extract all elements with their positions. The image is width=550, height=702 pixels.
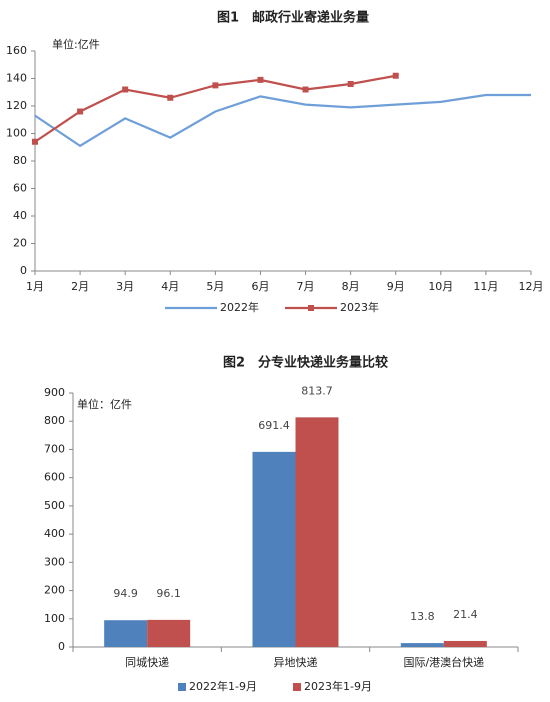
y-tick-label: 100 <box>6 127 27 140</box>
point <box>302 86 309 93</box>
value-label: 813.7 <box>301 384 333 397</box>
x-tick-label: 3月 <box>116 280 134 293</box>
point <box>32 138 38 145</box>
x-tick-label: 6月 <box>251 280 269 293</box>
bar <box>147 619 191 647</box>
y-tick-label: 500 <box>44 499 65 512</box>
chart-title: 图1 邮政行业寄递业务量 <box>217 10 369 26</box>
point <box>167 94 174 101</box>
point <box>77 108 84 115</box>
line-series <box>34 93 531 148</box>
value-label: 13.8 <box>410 610 435 623</box>
bar <box>443 640 487 647</box>
chart-title: 图2 分专业快递业务量比较 <box>223 355 388 371</box>
y-tick-label: 80 <box>13 154 27 167</box>
legend-swatch <box>178 683 186 691</box>
value-label: 691.4 <box>258 419 290 432</box>
legend-label: 2022年 <box>220 300 259 314</box>
x-tick-label: 12月 <box>519 280 544 293</box>
x-tick-label: 国际/港澳台快递 <box>403 655 484 669</box>
x-tick-label: 2月 <box>71 280 89 293</box>
y-tick-label: 900 <box>44 386 65 399</box>
value-label: 94.9 <box>113 587 138 600</box>
y-tick-label: 0 <box>20 264 27 277</box>
x-tick-label: 5月 <box>206 280 224 293</box>
point <box>122 86 129 93</box>
legend-label: 2022年1-9月 <box>189 679 257 693</box>
x-tick-label: 8月 <box>342 280 360 293</box>
x-tick-label: 9月 <box>387 280 405 293</box>
y-tick-label: 100 <box>44 612 65 625</box>
bar <box>252 451 296 647</box>
y-tick-label: 140 <box>6 72 27 85</box>
y-tick-label: 800 <box>44 414 65 427</box>
x-tick-label: 4月 <box>161 280 179 293</box>
legend-marker <box>308 305 314 311</box>
value-label: 21.4 <box>453 608 478 621</box>
point <box>392 72 399 79</box>
y-tick-label: 0 <box>58 640 65 653</box>
y-tick-label: 120 <box>6 99 27 112</box>
bar <box>295 417 339 647</box>
unit-label: 单位:亿件 <box>52 37 100 51</box>
y-tick-label: 300 <box>44 555 65 568</box>
x-tick-label: 异地快递 <box>274 655 318 669</box>
point <box>212 82 219 89</box>
y-tick-label: 700 <box>44 442 65 455</box>
y-tick-label: 60 <box>13 182 27 195</box>
x-tick-label: 1月 <box>26 280 44 293</box>
y-tick-label: 20 <box>13 237 27 250</box>
bar <box>400 643 444 647</box>
y-tick-label: 40 <box>13 209 27 222</box>
legend-swatch <box>293 683 301 691</box>
legend-label: 2023年1-9月 <box>304 679 372 693</box>
bar <box>104 620 148 647</box>
x-tick-label: 11月 <box>473 280 498 293</box>
legend-label: 2023年 <box>340 300 379 314</box>
y-tick-label: 200 <box>44 584 65 597</box>
x-tick-label: 同城快递 <box>125 655 169 669</box>
y-tick-label: 400 <box>44 527 65 540</box>
x-tick-label: 10月 <box>428 280 453 293</box>
y-tick-label: 160 <box>6 44 27 57</box>
x-tick-label: 7月 <box>297 280 315 293</box>
y-tick-label: 600 <box>44 471 65 484</box>
point <box>347 81 354 87</box>
point <box>257 76 264 83</box>
value-label: 96.1 <box>156 587 181 600</box>
unit-label: 单位：亿件 <box>77 397 132 411</box>
